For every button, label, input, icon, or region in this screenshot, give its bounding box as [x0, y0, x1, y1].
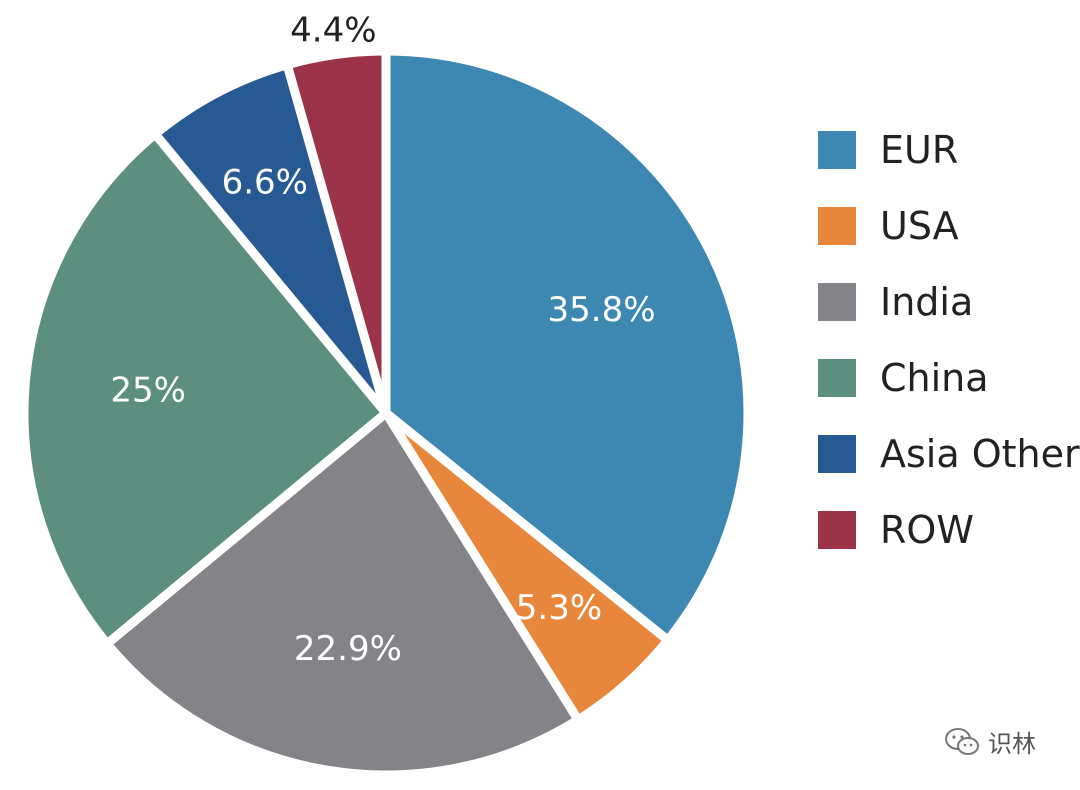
legend-label: Asia Other [880, 432, 1080, 476]
legend-item-asia-other: Asia Other [818, 416, 1080, 492]
legend-swatch [818, 511, 856, 549]
legend-swatch [818, 283, 856, 321]
legend-item-eur: EUR [818, 112, 1080, 188]
watermark: 识林 [944, 724, 1036, 759]
legend-label: India [880, 280, 974, 324]
legend-swatch [818, 207, 856, 245]
pie-slice-row [282, 46, 391, 418]
legend-swatch [818, 359, 856, 397]
legend-label: USA [880, 204, 959, 248]
pie-slice-eur [381, 46, 753, 645]
legend-label: EUR [880, 128, 959, 172]
legend: EUR USA India China Asia Other ROW [818, 112, 1080, 568]
legend-item-row: ROW [818, 492, 1080, 568]
pie-slice-india [102, 408, 583, 780]
wechat-icon [945, 727, 979, 755]
legend-swatch [818, 131, 856, 169]
legend-swatch [818, 435, 856, 473]
pie-slice-china [19, 129, 391, 649]
slice-value-label-india: 22.9% [294, 629, 402, 669]
legend-label: ROW [880, 508, 974, 552]
pie-value-labels: 35.8% 5.3% 22.9% 25% 6.6% 4.4% [110, 11, 655, 669]
slice-value-label-asia-other: 6.6% [222, 162, 308, 202]
slice-value-label-china: 25% [110, 371, 186, 411]
legend-label: China [880, 356, 989, 400]
legend-item-usa: USA [818, 188, 1080, 264]
pie-slice-asia-other [150, 60, 391, 418]
legend-item-china: China [818, 340, 1080, 416]
pie-slices [19, 46, 753, 780]
slice-value-label-usa: 5.3% [516, 588, 602, 628]
watermark-text: 识林 [988, 730, 1036, 758]
slice-value-label-eur: 35.8% [548, 290, 656, 330]
slice-value-label-row: 4.4% [290, 11, 376, 51]
legend-item-india: India [818, 264, 1080, 340]
